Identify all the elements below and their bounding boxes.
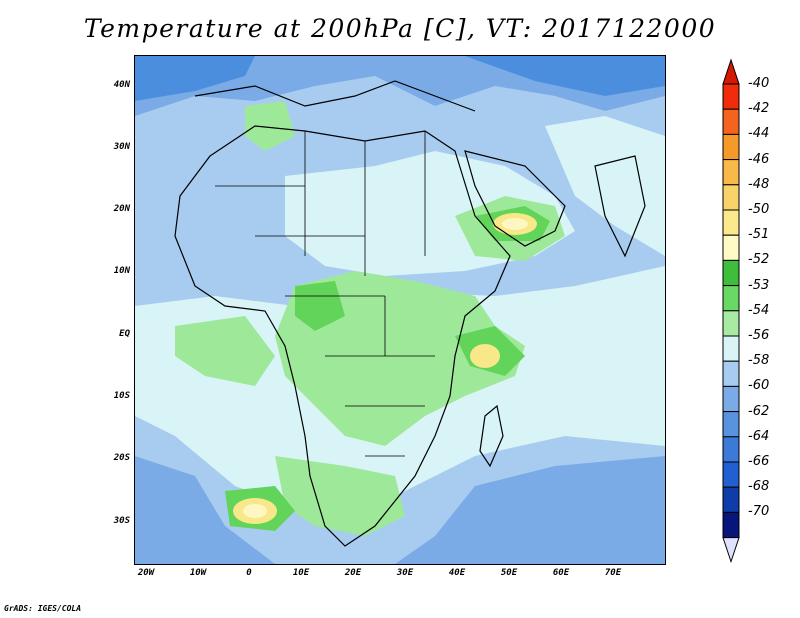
colorbar-label: -62 [748,403,770,419]
cold-region-southeast [395,456,665,564]
colorbar-swatch [722,385,740,413]
colorbar-label: -51 [748,227,770,243]
colorbar [722,58,740,564]
temperature-field [135,56,665,564]
warm-region-mediterranean [245,101,295,151]
colorbar-label: -68 [748,479,770,495]
lon-label-50e: 50E [500,568,518,578]
colorbar-label: -54 [748,302,770,318]
colorbar-swatch [722,411,740,438]
lon-label-10w: 10W [189,568,207,578]
coastline-india [594,155,646,258]
lon-label-20w: 20W [137,568,155,578]
colorbar-swatch [722,209,740,236]
lat-label-10n: 10N [113,266,130,276]
colorbar-label: -56 [748,328,770,343]
colorbar-swatch [722,335,740,362]
colorbar-label: -60 [748,378,770,394]
cold-region-southwest [135,456,275,564]
colorbar-swatch [722,511,740,539]
hot-spot-east-africa [470,344,500,368]
colorbar-label: -64 [748,428,770,444]
lat-label-30n: 30N [113,142,130,152]
colorbar-label: -48 [748,176,770,192]
colorbar-label: -44 [748,126,770,142]
colorbar-label: -42 [748,101,770,117]
lat-label-20n: 20N [113,204,130,214]
colorbar-label: -53 [748,277,770,293]
colorbar-label: -70 [748,504,770,520]
colorbar-label: -40 [748,76,770,91]
colorbar-top-arrow [722,58,740,85]
lat-label-30s: 30S [113,516,130,526]
lon-label-20e: 20E [344,568,362,578]
lat-label-40n: 40N [113,80,130,90]
map-title: Temperature at 200hPa [C], VT: 201712200… [83,14,717,43]
colorbar-label: -50 [748,202,770,217]
grads-credit: GrADS: IGES/COLA [4,604,82,613]
colorbar-swatch [722,83,740,110]
temperature-map [134,55,666,565]
lat-label-20s: 20S [113,453,130,463]
colorbar-swatch [722,159,740,186]
mild-band-east [545,116,665,256]
warmer-region-congo [295,281,345,331]
coastline-africa [174,125,511,547]
colorbar-swatch [722,486,740,513]
hot-spot-arabia-core [502,218,528,230]
lon-label-30e: 30E [396,568,414,578]
colorbar-swatch [722,184,740,211]
coastline-arabia [464,150,566,247]
lon-label-40e: 40E [448,568,466,578]
lat-label-eq: EQ [119,329,130,339]
colorbar-label: -58 [748,353,770,369]
colorbar-swatch [722,133,740,161]
colorbar-label: -66 [748,454,770,469]
coastline-madagascar [479,404,504,468]
colorbar-swatch [722,259,740,287]
lon-label-0: 0 [246,568,252,578]
colorbar-swatch [722,461,740,488]
colorbar-label: -52 [748,252,770,268]
colorbar-swatch [722,234,740,261]
warm-region-south [275,456,405,536]
colorbar-swatch [722,108,740,135]
colorbar-swatch [722,360,740,387]
colder-region-northeast [465,56,665,96]
lon-label-70e: 70E [604,568,622,578]
colorbar-swatch [722,436,740,463]
colorbar-bottom-arrow [722,537,740,564]
colorbar-swatch [722,310,740,337]
colder-region-northwest [135,56,255,101]
warm-region-west [175,316,275,386]
hot-spot-southatlantic-core [243,504,267,518]
country-borders [215,131,435,457]
lon-label-10e: 10E [292,568,310,578]
lat-label-10s: 10S [113,391,130,401]
colorbar-label: -46 [748,151,770,167]
colorbar-swatch [722,285,740,312]
coastline-europe [194,80,476,112]
lon-label-60e: 60E [552,568,570,578]
